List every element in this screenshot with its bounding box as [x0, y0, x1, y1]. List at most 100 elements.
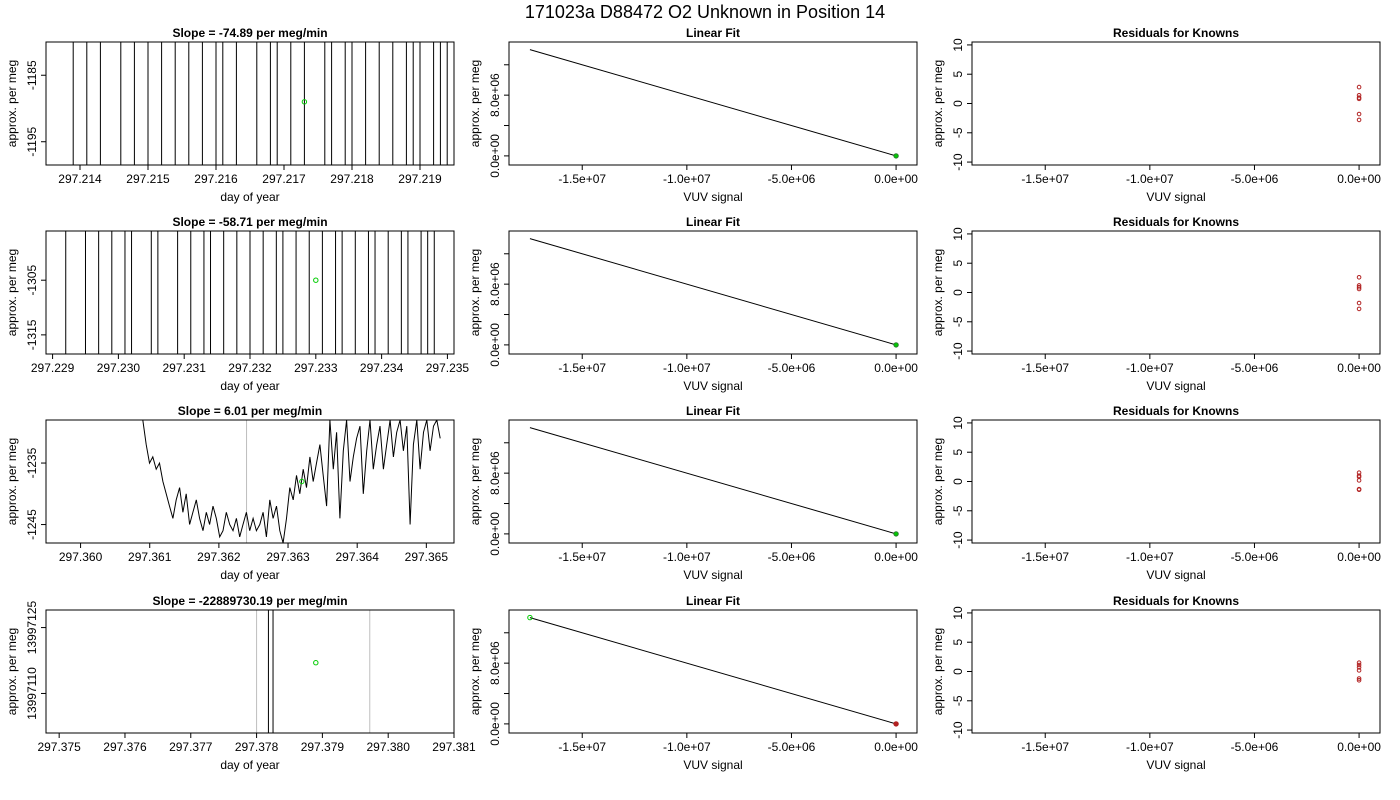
x-tick-label: 297.381	[432, 740, 476, 754]
y-axis-label: approx. per meg	[468, 249, 482, 336]
linear-fit-panel: Linear Fit -1.5e+07 -1.0e+07 -5.0e+06 0.0e+0…	[468, 26, 918, 204]
x-tick-label: 297.219	[398, 172, 442, 186]
x-tick-label: -1.5e+07	[1021, 361, 1069, 375]
x-tick-label: 297.214	[58, 172, 102, 186]
x-tick-label: -1.0e+07	[1126, 172, 1174, 186]
residual-point	[1356, 274, 1362, 280]
residual-point	[1356, 117, 1362, 123]
y-tick-label: 8.0e+06	[488, 451, 502, 495]
x-tick-label: -5.0e+06	[1231, 740, 1279, 754]
residual-point	[1356, 660, 1362, 666]
x-tick-label: 297.231	[162, 361, 206, 375]
y-tick-label: -10	[951, 153, 965, 171]
plot-area	[65, 231, 435, 354]
x-tick-label: -5.0e+06	[768, 740, 816, 754]
y-tick-label: 10	[951, 227, 965, 241]
residual-point	[1356, 676, 1362, 681]
known-point	[893, 721, 899, 727]
y-axis-label: approx. per meg	[931, 438, 945, 525]
timeseries-panel: Slope = -58.71 per meg/min 297.229 297.230…	[5, 215, 469, 393]
x-tick-label: -1.5e+07	[1021, 740, 1069, 754]
residual-point	[1356, 300, 1362, 306]
unknown-point	[299, 478, 305, 485]
y-tick-label: 0	[951, 478, 965, 485]
plot-frame	[508, 230, 918, 355]
linear-fit-panel: Linear Fit -1.5e+07 -1.0e+07 -5.0e+06 0.0e+0…	[468, 215, 918, 393]
y-tick-label: 5	[951, 449, 965, 456]
y-tick-label: 5	[951, 71, 965, 78]
fit-line	[529, 427, 897, 535]
panel-title: Slope = -22889730.19 per meg/min	[152, 594, 347, 608]
x-tick-label: -5.0e+06	[1231, 172, 1279, 186]
x-tick-label: -1.5e+07	[558, 172, 606, 186]
residual-point	[1356, 677, 1362, 683]
x-tick-label: 297.233	[294, 361, 338, 375]
panel-title: Residuals for Knowns	[1113, 594, 1239, 608]
y-tick-label: 8.0e+06	[488, 73, 502, 117]
known-point	[893, 153, 899, 159]
y-axis-label: approx. per meg	[468, 628, 482, 715]
y-tick-label: -1195	[25, 127, 39, 157]
plot-frame	[971, 230, 1381, 355]
y-axis-label: approx. per meg	[931, 60, 945, 147]
fit-line	[529, 49, 897, 157]
x-tick-label: 297.218	[330, 172, 374, 186]
linear-fit-panel: Linear Fit -1.5e+07 -1.0e+07 -5.0e+06 0.0e+0…	[468, 404, 918, 582]
panel-title: Residuals for Knowns	[1113, 215, 1239, 229]
x-tick-label: -1.5e+07	[558, 550, 606, 564]
residual-point	[1356, 665, 1362, 670]
x-tick-label: 0.0e+00	[874, 172, 918, 186]
y-axis-label: approx. per meg	[5, 60, 19, 147]
y-tick-label: -1245	[25, 509, 39, 540]
x-tick-label: 0.0e+00	[874, 361, 918, 375]
panel-title: Residuals for Knowns	[1113, 404, 1239, 418]
y-axis-label: approx. per meg	[468, 60, 482, 147]
unknown-point	[301, 99, 308, 105]
x-tick-label: -5.0e+06	[1231, 550, 1279, 564]
figure-title: 171023a D88472 O2 Unknown in Position 14	[525, 2, 885, 22]
residual-point	[1356, 662, 1362, 668]
known-point	[893, 342, 899, 348]
residual-point	[1356, 111, 1362, 117]
x-tick-label: 297.379	[301, 740, 345, 754]
panel-title: Linear Fit	[686, 594, 740, 608]
x-tick-label: 0.0e+00	[1337, 361, 1381, 375]
x-axis-label: day of year	[220, 379, 279, 393]
x-tick-label: 297.364	[335, 550, 379, 564]
x-axis-label: VUV signal	[683, 190, 742, 204]
x-tick-label: -1.0e+07	[663, 361, 711, 375]
y-tick-label: -10	[951, 531, 965, 549]
y-tick-label: -5	[951, 127, 965, 138]
y-tick-label: 0	[951, 289, 965, 296]
panel-title: Linear Fit	[686, 26, 740, 40]
x-tick-label: 297.235	[426, 361, 470, 375]
panels: Slope = -74.89 per meg/min 297.214 297.215…	[5, 26, 1381, 772]
x-tick-label: -1.5e+07	[558, 361, 606, 375]
x-tick-label: 297.365	[405, 550, 449, 564]
residuals-panel: Residuals for Knowns -1.5e+07 -1.0e+07 -5.0…	[931, 215, 1381, 393]
x-tick-label: -1.0e+07	[663, 172, 711, 186]
x-tick-label: -1.0e+07	[663, 550, 711, 564]
y-tick-label: 10	[951, 606, 965, 620]
y-tick-label: -1235	[25, 447, 39, 478]
plot-area	[256, 610, 371, 733]
residual-point	[1356, 284, 1362, 290]
known-point	[893, 531, 899, 537]
residual-point	[1356, 474, 1362, 480]
x-axis-label: VUV signal	[683, 379, 742, 393]
y-tick-label: 13997110	[25, 667, 39, 720]
y-axis-label: approx. per meg	[5, 628, 19, 715]
residual-point	[1356, 84, 1362, 90]
y-tick-label: -5	[951, 505, 965, 516]
x-tick-label: -1.0e+07	[1126, 550, 1174, 564]
x-axis-label: VUV signal	[683, 568, 742, 582]
y-tick-label: 0.0e+00	[488, 323, 502, 367]
plot-area	[142, 420, 441, 543]
fit-line	[529, 617, 897, 725]
x-tick-label: 297.378	[235, 740, 279, 754]
y-tick-label: 8.0e+06	[488, 641, 502, 685]
x-tick-label: 297.229	[31, 361, 75, 375]
x-tick-label: -5.0e+06	[1231, 361, 1279, 375]
y-axis-label: approx. per meg	[931, 249, 945, 336]
